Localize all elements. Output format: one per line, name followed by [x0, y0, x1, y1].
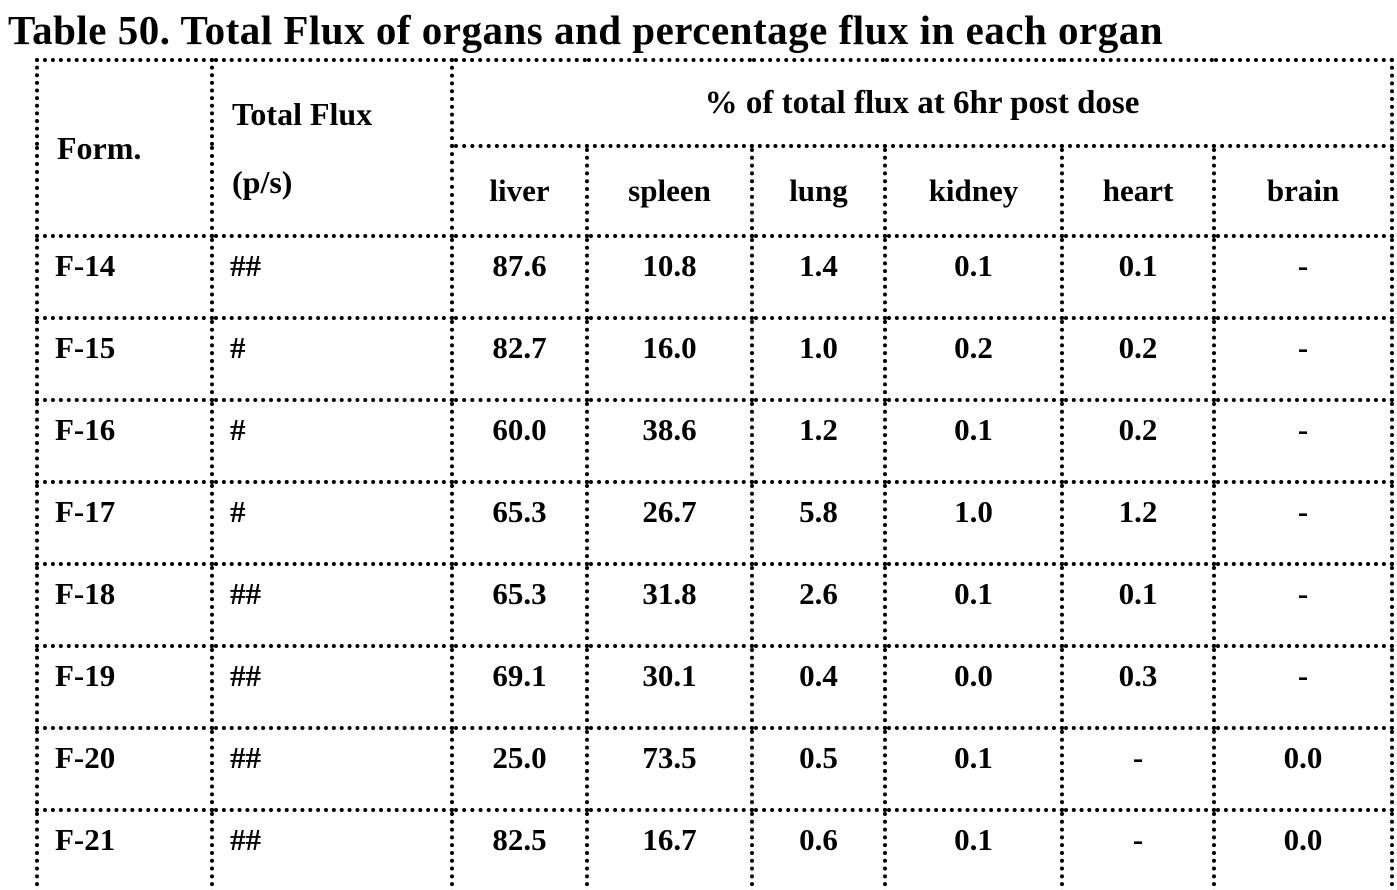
- value-cell: 73.5: [585, 726, 754, 812]
- form-cell: F-19: [35, 644, 214, 730]
- table-row: F-16 #60.0 38.6 1.2 0.1 0.2-: [35, 398, 1395, 484]
- value-cell: 0.1: [883, 562, 1064, 648]
- value-cell: 1.2: [750, 398, 887, 484]
- value-cell: 0.1: [883, 234, 1064, 320]
- organ-header-heart: heart: [1060, 144, 1216, 238]
- value-cell: 30.1: [585, 644, 754, 730]
- form-cell: F-16: [35, 398, 214, 484]
- form-cell: F-14: [35, 234, 214, 320]
- value-cell: -: [1060, 726, 1216, 812]
- table-row: F-19 ## 69.1 30.1 0.4 0.0 0.3-: [35, 644, 1395, 730]
- form-cell: F-20: [35, 726, 214, 812]
- percent-flux-group-header: % of total flux at 6hr post dose: [449, 58, 1395, 148]
- value-cell: 0.0: [1211, 808, 1395, 890]
- value-cell: -: [1211, 398, 1395, 484]
- table-row: F-21 ## 82.5 16.7 0.6 0.1-0.0: [35, 808, 1395, 890]
- value-cell: 16.0: [585, 316, 754, 402]
- value-cell: 0.1: [883, 808, 1064, 890]
- form-cell: F-17: [35, 480, 214, 566]
- value-cell: -: [1060, 808, 1216, 890]
- value-cell: 31.8: [585, 562, 754, 648]
- value-cell: 1.0: [750, 316, 887, 402]
- table-row: F-17 #65.3 26.7 5.8 1.0 1.2-: [35, 480, 1395, 566]
- total-flux-cell: #: [210, 398, 454, 484]
- value-cell: 0.2: [1060, 398, 1216, 484]
- value-cell: 65.3: [450, 562, 589, 648]
- value-cell: 87.6: [450, 234, 589, 320]
- value-cell: 25.0: [450, 726, 589, 812]
- value-cell: 0.5: [750, 726, 887, 812]
- value-cell: 0.2: [1060, 316, 1216, 402]
- total-flux-header-line1: Total Flux: [232, 96, 373, 132]
- value-cell: 0.0: [883, 644, 1064, 730]
- total-flux-column-header: Total Flux (p/s): [210, 58, 454, 238]
- value-cell: 69.1: [450, 644, 589, 730]
- value-cell: 0.4: [750, 644, 887, 730]
- value-cell: 2.6: [750, 562, 887, 648]
- table-body: F-14 ## 87.6 10.8 1.4 0.1 0.1- F-15 #82.7 16.0 1.0…: [35, 234, 1395, 890]
- value-cell: 0.2: [883, 316, 1064, 402]
- organ-header-brain: brain: [1211, 144, 1395, 238]
- header-row-1: Form. Total Flux (p/s) % of total flux a…: [35, 58, 1395, 238]
- header-row-2: liver spleen lung kidney heart brain: [37, 144, 1395, 238]
- value-cell: 10.8: [585, 234, 754, 320]
- organ-header-spleen: spleen: [585, 144, 754, 238]
- total-flux-cell: ##: [210, 562, 454, 648]
- value-cell: -: [1211, 234, 1395, 320]
- table-row: F-14 ## 87.6 10.8 1.4 0.1 0.1-: [35, 234, 1395, 320]
- organ-header-lung: lung: [750, 144, 887, 238]
- value-cell: 0.1: [883, 398, 1064, 484]
- value-cell: 0.1: [883, 726, 1064, 812]
- table-row: F-18 ## 65.3 31.8 2.6 0.1 0.1-: [35, 562, 1395, 648]
- table-row: F-15 #82.7 16.0 1.0 0.2 0.2-: [35, 316, 1395, 402]
- value-cell: -: [1211, 480, 1395, 566]
- value-cell: 0.3: [1060, 644, 1216, 730]
- value-cell: 82.5: [450, 808, 589, 890]
- value-cell: -: [1211, 644, 1395, 730]
- value-cell: 1.0: [883, 480, 1064, 566]
- value-cell: 82.7: [450, 316, 589, 402]
- value-cell: 0.6: [750, 808, 887, 890]
- table-row: F-20 ## 25.0 73.5 0.5 0.1-0.0: [35, 726, 1395, 812]
- total-flux-header-line2: (p/s): [232, 164, 293, 200]
- total-flux-cell: ##: [210, 234, 454, 320]
- page-title: Table 50. Total Flux of organs and perce…: [8, 7, 1164, 53]
- value-cell: 65.3: [450, 480, 589, 566]
- value-cell: 0.1: [1060, 234, 1216, 320]
- form-cell: F-18: [35, 562, 214, 648]
- total-flux-cell: ##: [210, 644, 454, 730]
- value-cell: 26.7: [585, 480, 754, 566]
- organ-header-kidney: kidney: [883, 144, 1064, 238]
- total-flux-cell: #: [210, 480, 454, 566]
- value-cell: -: [1211, 316, 1395, 402]
- value-cell: 38.6: [585, 398, 754, 484]
- flux-table: Form. Total Flux (p/s) % of total flux a…: [35, 58, 1395, 890]
- total-flux-cell: ##: [210, 726, 454, 812]
- value-cell: 16.7: [585, 808, 754, 890]
- form-column-header: Form.: [35, 58, 214, 238]
- value-cell: 60.0: [450, 398, 589, 484]
- value-cell: 0.1: [1060, 562, 1216, 648]
- value-cell: 1.2: [1060, 480, 1216, 566]
- form-cell: F-15: [35, 316, 214, 402]
- table-header: Form. Total Flux (p/s) % of total flux a…: [35, 58, 1395, 238]
- organ-header-liver: liver: [450, 144, 589, 238]
- total-flux-cell: #: [210, 316, 454, 402]
- value-cell: -: [1211, 562, 1395, 648]
- value-cell: 0.0: [1211, 726, 1395, 812]
- total-flux-cell: ##: [210, 808, 454, 890]
- value-cell: 1.4: [750, 234, 887, 320]
- form-cell: F-21: [35, 808, 214, 890]
- value-cell: 5.8: [750, 480, 887, 566]
